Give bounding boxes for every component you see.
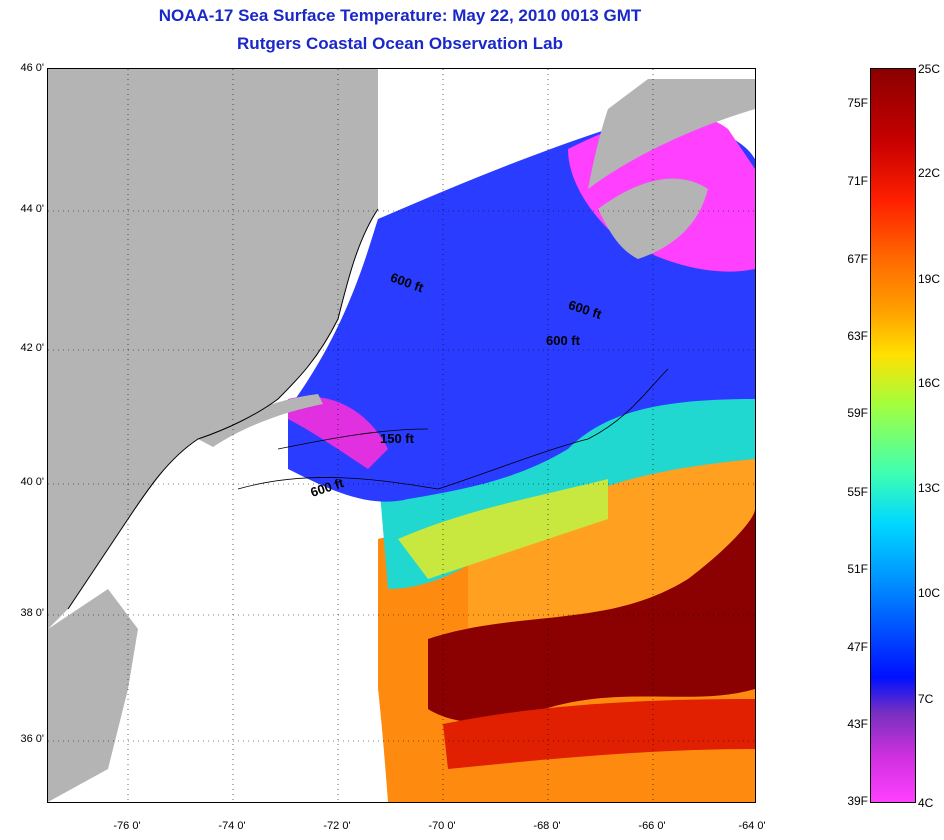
colorbar-label-25c: 25C (918, 62, 941, 76)
lat-label-38: 38 0' (20, 607, 44, 619)
lat-label-36: 36 0' (20, 733, 44, 745)
lat-label-46: 46 0' (20, 62, 44, 74)
sst-map-image (48, 69, 755, 802)
cold-patch-shelf (288, 396, 388, 469)
sst-map (47, 68, 756, 803)
lat-label-44: 44 0' (20, 203, 44, 215)
lat-label-42: 42 0' (20, 342, 44, 354)
lon-label-68: -68 0' (533, 820, 561, 832)
land-nova-scotia (588, 79, 755, 189)
temperature-colorbar (870, 68, 916, 803)
gulf-stream-edge (443, 699, 755, 769)
contour-label-600ft-georges: 600 ft (546, 333, 580, 348)
map-subtitle: Rutgers Coastal Ocean Observation Lab (237, 34, 563, 53)
colorbar-label-10c: 10C (918, 586, 941, 600)
colorbar-label-59f: 59F (847, 406, 868, 420)
coastline (67, 208, 379, 610)
colorbar-label-4c: 4C (918, 796, 934, 810)
lon-label-66: -66 0' (638, 820, 666, 832)
colorbar-label-75f: 75F (847, 96, 868, 110)
colorbar-label-7c: 7C (918, 692, 934, 706)
land-long-island (198, 394, 323, 447)
colorbar-label-71f: 71F (847, 174, 868, 188)
land-delmarva (48, 589, 138, 802)
lon-label-64: -64 0' (738, 820, 766, 832)
land-mainland (48, 69, 378, 629)
lon-label-72: -72 0' (323, 820, 351, 832)
colorbar-label-43f: 43F (847, 717, 868, 731)
colorbar-label-22c: 22C (918, 166, 941, 180)
colorbar-label-63f: 63F (847, 329, 868, 343)
colorbar-label-55f: 55F (847, 485, 868, 499)
contour-label-150ft: 150 ft (380, 431, 414, 446)
yellow-green-band (398, 479, 608, 579)
gulf-stream (428, 509, 755, 724)
map-title: NOAA-17 Sea Surface Temperature: May 22,… (158, 6, 642, 25)
cloud-patch-coast (108, 449, 388, 802)
colorbar-label-47f: 47F (847, 640, 868, 654)
lat-label-40: 40 0' (20, 476, 44, 488)
shelf-contour-150ft (277, 428, 429, 450)
land-nova-scotia-peninsula (598, 178, 708, 259)
colorbar-label-67f: 67F (847, 252, 868, 266)
lat-lon-grid (48, 69, 755, 802)
colorbar-label-51f: 51F (847, 562, 868, 576)
lon-label-70: -70 0' (428, 820, 456, 832)
lon-label-74: -74 0' (218, 820, 246, 832)
colorbar-label-19c: 19C (918, 272, 941, 286)
shelf-contour-600ft (237, 368, 669, 490)
colorbar-label-16c: 16C (918, 376, 941, 390)
lon-label-76: -76 0' (113, 820, 141, 832)
colorbar-label-13c: 13C (918, 481, 941, 495)
colorbar-label-39f: 39F (847, 794, 868, 808)
